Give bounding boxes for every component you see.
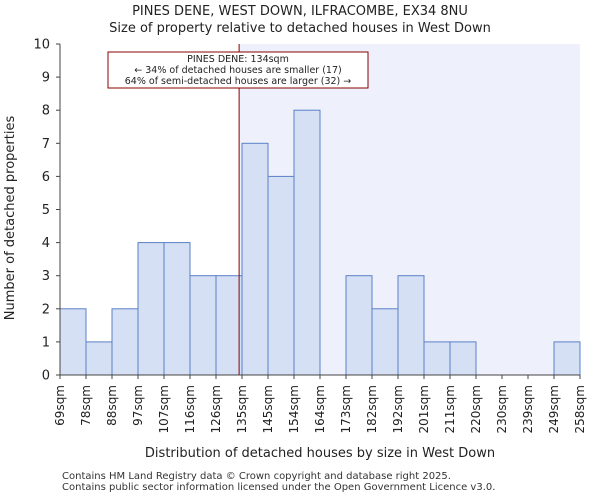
x-tick-label-8: 145sqm (261, 385, 275, 433)
y-tick-label-10: 10 (33, 38, 50, 53)
y-tick-label-6: 6 (42, 170, 50, 185)
bar-11 (345, 275, 373, 376)
bars-group (59, 109, 581, 376)
bar-13 (397, 275, 425, 376)
footer-line-1: Contains HM Land Registry data © Crown c… (62, 471, 451, 482)
bar-1 (85, 341, 113, 376)
y-axis-label: Number of detached properties (3, 116, 18, 321)
bar-9 (293, 109, 321, 376)
annotation-line-3: 64% of semi-detached houses are larger (… (125, 76, 352, 87)
x-tick-label-15: 211sqm (443, 385, 457, 433)
bar-5 (189, 275, 217, 376)
x-axis-label: Distribution of detached houses by size … (145, 446, 495, 461)
x-tick-label-20: 258sqm (573, 385, 587, 433)
x-tick-label-17: 230sqm (495, 385, 509, 433)
x-tick-label-5: 116sqm (183, 385, 197, 433)
x-tick-label-7: 135sqm (235, 385, 249, 433)
x-tick-label-11: 173sqm (339, 385, 353, 433)
bar-2 (111, 308, 139, 376)
bar-15 (449, 341, 477, 376)
bar-4 (163, 242, 191, 376)
bar-6 (215, 275, 243, 376)
x-tick-label-18: 239sqm (521, 385, 535, 433)
x-tick-label-2: 88sqm (105, 385, 119, 426)
y-tick-label-7: 7 (42, 137, 50, 152)
chart-subtitle: Size of property relative to detached ho… (109, 21, 491, 36)
x-tick-label-13: 192sqm (391, 385, 405, 433)
x-tick-label-1: 78sqm (79, 385, 93, 426)
annotation-line-2: ← 34% of detached houses are smaller (17… (134, 65, 341, 76)
x-tick-label-19: 249sqm (547, 385, 561, 433)
x-tick-label-6: 126sqm (209, 385, 223, 433)
bar-8 (267, 175, 295, 376)
x-tick-label-14: 201sqm (417, 385, 431, 433)
y-tick-label-0: 0 (42, 369, 50, 384)
bar-14 (423, 341, 451, 376)
y-tick-label-5: 5 (42, 203, 50, 218)
x-tick-label-3: 97sqm (131, 385, 145, 426)
y-tick-label-3: 3 (42, 269, 50, 284)
marker-annotation: PINES DENE: 134sqm ← 34% of detached hou… (107, 51, 369, 89)
annotation-line-1: PINES DENE: 134sqm (187, 54, 289, 65)
x-tick-label-12: 182sqm (365, 385, 379, 433)
bar-0 (59, 308, 87, 376)
y-tick-label-2: 2 (42, 302, 50, 317)
y-tick-label-1: 1 (42, 335, 50, 350)
annotation-box (107, 51, 369, 89)
footer-line-2: Contains public sector information licen… (62, 482, 496, 493)
y-tick-label-9: 9 (42, 71, 50, 86)
x-tick-label-10: 164sqm (313, 385, 327, 433)
footer-attribution: Contains HM Land Registry data © Crown c… (62, 471, 495, 493)
chart-title: PINES DENE, WEST DOWN, ILFRACOMBE, EX34 … (132, 4, 468, 19)
x-tick-label-4: 107sqm (157, 385, 171, 433)
x-tick-label-0: 69sqm (53, 385, 67, 426)
x-tick-label-16: 220sqm (469, 385, 483, 433)
bar-7 (241, 142, 269, 376)
y-tick-label-4: 4 (42, 236, 50, 251)
y-axis: 0 1 2 3 4 5 6 7 8 9 10 (33, 38, 61, 384)
x-axis: 69sqm 78sqm 88sqm 97sqm 107sqm 116sqm 126sqm 13… (53, 374, 587, 433)
x-tick-label-9: 154sqm (287, 385, 301, 433)
y-tick-label-8: 8 (42, 104, 50, 119)
bar-12 (371, 308, 399, 376)
bar-3 (137, 242, 165, 376)
bar-19 (553, 341, 581, 376)
